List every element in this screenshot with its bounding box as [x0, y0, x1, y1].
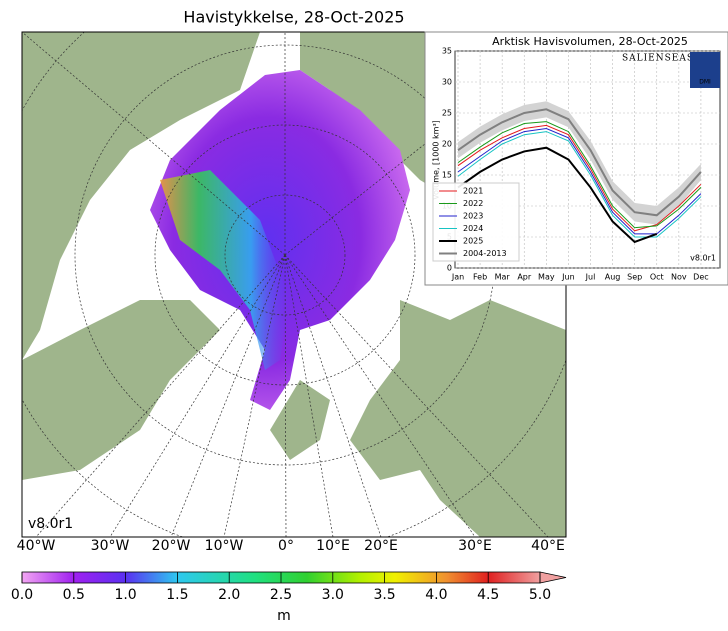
colorbar-tick-label: 1.0	[114, 587, 136, 603]
lon-label: 40°W	[17, 538, 56, 554]
lon-label: 10°W	[205, 538, 244, 554]
series-line	[457, 108, 702, 217]
legend-label: 2024	[463, 224, 483, 233]
x-tick-label: Mar	[495, 273, 511, 282]
legend-label: 2023	[463, 212, 483, 221]
map-title: Havistykkelse, 28-Oct-2025	[183, 8, 404, 27]
series-line	[457, 127, 702, 235]
lon-labels: 40°W 30°W 20°W 10°W 0° 10°E 20°E 30°E 40°E	[17, 538, 565, 554]
x-tick-label: Aug	[605, 273, 621, 282]
x-tick-label: Sep	[627, 273, 642, 282]
y-tick-label: 35	[442, 47, 452, 56]
y-tick-label: 0	[447, 264, 452, 273]
land	[270, 380, 330, 460]
x-tick-label: Jun	[561, 273, 575, 282]
x-tick-label: Jan	[451, 273, 464, 282]
colorbar-unit: m	[277, 608, 291, 624]
series-line	[457, 131, 702, 238]
colorbar-tick-label: 1.5	[166, 587, 188, 603]
x-tick-label: May	[538, 273, 555, 282]
inset-version: v8.0r1	[690, 254, 716, 263]
colorbar-tick-label: 4.0	[425, 587, 447, 603]
version: v8.0r1	[28, 516, 73, 532]
colorbar-tick-label: 2.5	[270, 587, 292, 603]
series-line	[457, 121, 702, 229]
x-tick-label: Apr	[517, 273, 532, 282]
colorbar-tick-label: 5.0	[529, 587, 551, 603]
colorbar: 0.0 0.5 1.0 1.5 2.0 2.5 3.0 3.5 4.0 4.5 5.0	[11, 571, 567, 603]
y-tick-label: 20	[442, 140, 452, 149]
series-line	[457, 146, 658, 244]
agency-text: DMI	[699, 79, 711, 86]
lon-label: 10°E	[316, 538, 350, 554]
sea-ice	[150, 70, 410, 410]
y-tick-label: 25	[442, 109, 452, 118]
colorbar-tick-label: 2.0	[218, 587, 240, 603]
colorbar-tick-label: 4.5	[477, 587, 499, 603]
y-axis-label: Volume, [1000 km³]	[432, 120, 441, 200]
x-tick-label: Dec	[693, 273, 708, 282]
colorbar-tick-label: 0.0	[11, 587, 33, 603]
inset-title: Arktisk Havisvolumen, 28-Oct-2025	[492, 35, 688, 48]
y-tick-label: 30	[442, 78, 452, 87]
lon-label: 0°	[278, 538, 294, 554]
lon-label: 30°W	[91, 538, 130, 554]
inset-chart: Arktisk Havisvolumen, 28-Oct-2025 Volume…	[424, 31, 728, 286]
x-tick-label: Jul	[585, 273, 596, 282]
y-tick-label: 15	[442, 171, 452, 180]
lon-label: 20°W	[152, 538, 191, 554]
land	[350, 300, 566, 537]
x-tick-label: Feb	[473, 273, 487, 282]
x-tick-label: Oct	[650, 273, 664, 282]
series-line	[457, 124, 702, 232]
legend: 2021 2022 2023 2024 2025 2004-2013	[432, 182, 520, 262]
land	[22, 300, 220, 480]
legend-label: 2021	[463, 187, 483, 196]
colorbar-tick-label: 3.5	[373, 587, 395, 603]
lon-label: 40°E	[531, 538, 565, 554]
thick-ice	[160, 170, 290, 370]
legend-label: 2022	[463, 199, 483, 208]
land	[22, 32, 260, 360]
colorbar-tick-label: 3.0	[322, 587, 344, 603]
legend-label: 2004-2013	[463, 249, 507, 258]
x-tick-label: Nov	[671, 273, 687, 282]
colorbar-tick-label: 0.5	[63, 587, 85, 603]
legend-label: 2025	[463, 237, 483, 246]
legend-box	[432, 182, 520, 262]
logo-text: SALIENSEAS	[622, 54, 694, 64]
agency-logo	[690, 52, 720, 88]
lon-label: 20°E	[364, 538, 398, 554]
lon-label: 30°E	[458, 538, 492, 554]
